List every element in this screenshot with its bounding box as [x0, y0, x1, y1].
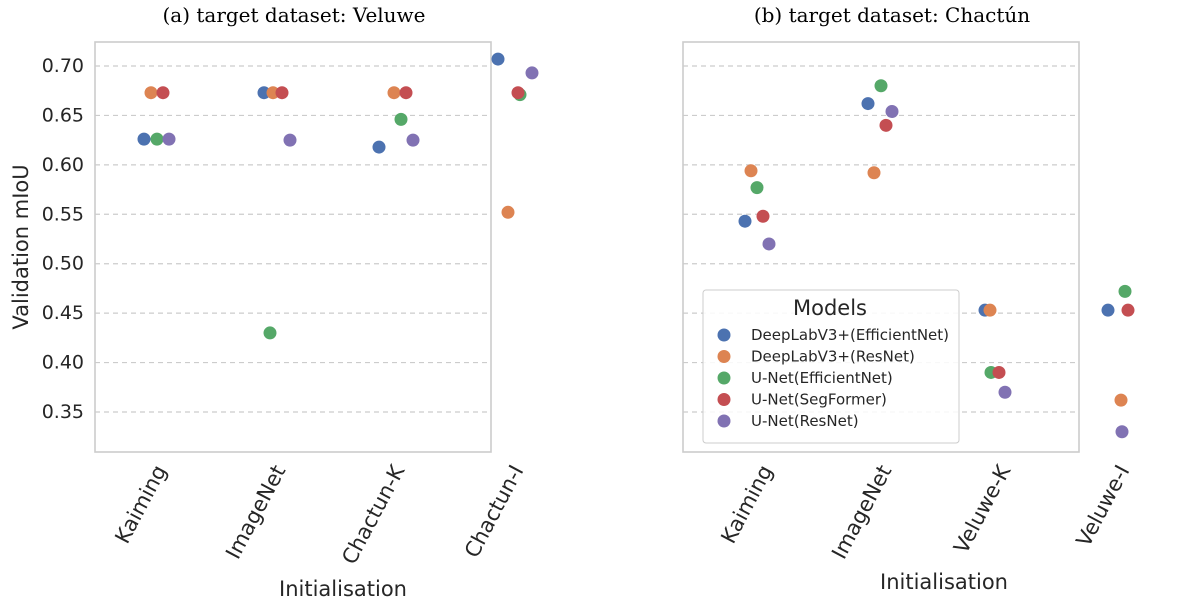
data-point: [983, 303, 997, 317]
y-tick-label: 0.65: [42, 104, 84, 126]
data-point: [372, 140, 386, 154]
data-point: [885, 104, 899, 118]
x-tick-label: Chactun-K: [337, 460, 410, 568]
panel-b-xlabel: Initialisation: [880, 570, 1008, 594]
legend-label: DeepLabV3+(EfficientNet): [751, 326, 949, 344]
x-tick-label: Veluwe-I: [1072, 461, 1135, 551]
data-point: [406, 133, 420, 147]
data-point: [144, 86, 158, 100]
data-point: [162, 132, 176, 146]
data-point: [511, 86, 525, 100]
data-point: [156, 86, 170, 100]
legend-label: DeepLabV3+(ResNet): [751, 348, 915, 366]
data-point: [275, 86, 289, 100]
legend: Models DeepLabV3+(EfficientNet) DeepLabV3…: [702, 289, 960, 444]
data-point: [1115, 425, 1129, 439]
data-point: [1121, 303, 1135, 317]
data-point: [1118, 284, 1132, 298]
y-tick-label: 0.55: [42, 203, 84, 225]
data-point: [750, 181, 764, 195]
data-point: [861, 97, 875, 111]
panel-a-frame: [94, 41, 492, 453]
y-tick-label: 0.45: [42, 302, 84, 324]
panel-a-xlabel: Initialisation: [279, 577, 407, 601]
data-point: [762, 237, 776, 251]
legend-label: U-Net(EfficientNet): [751, 369, 893, 387]
legend-label: U-Net(ResNet): [751, 412, 859, 430]
legend-marker: [717, 414, 731, 428]
panel-b-title: (b) target dataset: Chactún: [754, 3, 1030, 27]
legend-marker: [717, 328, 731, 342]
x-tick-label: Veluwe-K: [949, 460, 1016, 557]
y-tick-label: 0.35: [42, 401, 84, 423]
legend-marker: [717, 350, 731, 363]
data-point: [525, 66, 539, 80]
legend-title: Models: [793, 296, 867, 320]
data-point: [867, 166, 881, 180]
data-point: [137, 132, 151, 146]
data-point: [879, 118, 893, 132]
x-tick-label: Chactun-I: [460, 461, 529, 561]
data-point: [998, 385, 1012, 399]
legend-marker: [717, 393, 731, 406]
y-tick-label: 0.70: [42, 55, 84, 77]
data-point: [744, 164, 758, 178]
x-tick-label: ImageNet: [221, 461, 290, 563]
legend-marker: [717, 371, 731, 385]
data-point: [501, 205, 515, 219]
data-point: [283, 133, 297, 147]
legend-label: U-Net(SegFormer): [751, 391, 887, 409]
panel-veluwe: (a) target dataset: Veluwe 0.35 0.40 0.45 0…: [9, 3, 539, 601]
data-point: [491, 52, 505, 66]
data-point: [874, 79, 888, 93]
x-tick-label: Kaiming: [110, 461, 171, 547]
y-tick-label: 0.50: [42, 253, 84, 275]
panel-chactun: (b) target dataset: Chactún Kaiming Image…: [682, 3, 1135, 594]
data-point: [266, 86, 280, 100]
data-point: [394, 112, 408, 126]
panel-a-ylabel: Validation mIoU: [9, 164, 33, 329]
data-point: [992, 365, 1006, 379]
y-tick-label: 0.40: [42, 352, 84, 374]
panel-b-frame: [682, 41, 1080, 453]
data-point: [150, 132, 164, 146]
data-point: [399, 86, 413, 100]
data-point: [756, 209, 770, 223]
data-point: [387, 86, 401, 100]
legend-box: [702, 289, 960, 444]
x-tick-label: ImageNet: [827, 461, 896, 563]
data-point: [1101, 303, 1115, 317]
data-point: [1114, 393, 1128, 407]
panel-a-title: (a) target dataset: Veluwe: [162, 3, 425, 27]
y-tick-label: 0.60: [42, 154, 84, 176]
x-tick-label: Kaiming: [716, 461, 777, 547]
data-point: [738, 214, 752, 228]
data-point: [263, 326, 277, 340]
data-point: [257, 86, 271, 100]
